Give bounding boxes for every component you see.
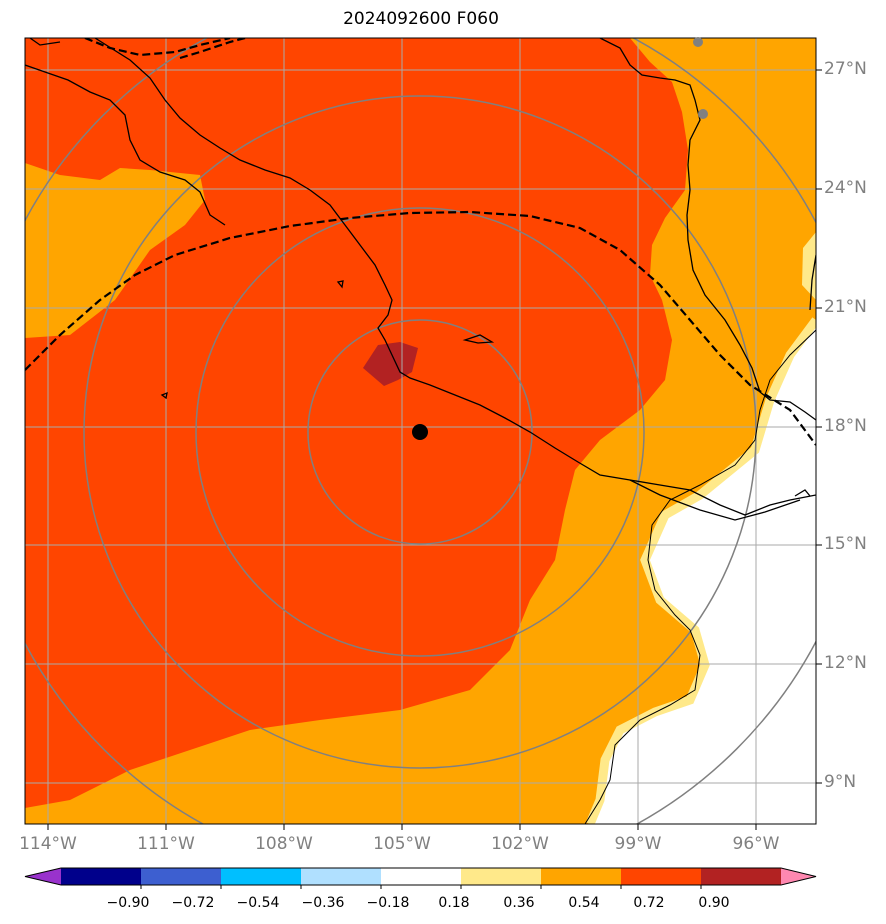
colorbar-tick-label: 0.72 — [633, 895, 665, 911]
colorbar-tick-label: −0.72 — [171, 895, 215, 911]
colorbar-segment — [381, 868, 462, 885]
lon-label: 111°W — [137, 834, 195, 854]
colorbar-segment — [541, 868, 622, 885]
lat-label: 27°N — [824, 59, 867, 79]
plot-frame — [24, 37, 817, 825]
colorbar-segment — [701, 868, 782, 885]
lat-label: 15°N — [824, 534, 867, 554]
lon-label: 99°W — [614, 834, 662, 854]
colorbar-extend-low — [25, 868, 61, 885]
lon-label: 114°W — [19, 834, 77, 854]
colorbar-extend-high — [781, 868, 816, 885]
lat-label: 18°N — [824, 416, 867, 436]
colorbar-tick-label: 0.54 — [568, 895, 600, 911]
colorbar-segment — [301, 868, 382, 885]
lon-label: 108°W — [255, 834, 313, 854]
lat-label: 21°N — [824, 297, 867, 317]
colorbar-tick-label: 0.90 — [698, 895, 730, 911]
station-marker — [698, 109, 708, 119]
lat-label: 9°N — [824, 772, 857, 792]
colorbar-tick-label: −0.54 — [236, 895, 280, 911]
dashed-contour-main — [25, 210, 816, 446]
station-marker — [693, 37, 703, 47]
colorbar-tick-label: 0.18 — [438, 895, 470, 911]
lon-label: 102°W — [491, 834, 549, 854]
graticule — [25, 38, 816, 824]
lon-label: 96°W — [732, 834, 780, 854]
colorbar-tick-label: −0.90 — [106, 895, 150, 911]
map-title: 2024092600 F060 — [343, 9, 499, 29]
colorbar-tick-label: 0.36 — [503, 895, 535, 911]
colorbar-segment — [461, 868, 542, 885]
axis-ticks — [47, 69, 822, 830]
storm-center-marker — [412, 424, 428, 440]
borders — [584, 329, 816, 824]
lat-label: 24°N — [824, 178, 867, 198]
colorbar-segment — [621, 868, 702, 885]
map-area — [25, 38, 816, 824]
colorbar-segment — [141, 868, 222, 885]
colorbar-outline — [24, 867, 817, 886]
coastlines — [25, 38, 816, 521]
lat-label: 12°N — [824, 653, 867, 673]
lon-label: 105°W — [373, 834, 431, 854]
colorbar-tick-label: −0.36 — [301, 895, 345, 911]
colorbar-tick-label: −0.18 — [366, 895, 410, 911]
light-fringe — [585, 317, 816, 824]
colorbar-segment — [61, 868, 142, 885]
colorbar — [24, 867, 817, 889]
colorbar-segment — [221, 868, 302, 885]
light-patch-east — [802, 232, 816, 300]
dashed-contour-north — [84, 38, 246, 60]
inner-field — [25, 38, 688, 808]
